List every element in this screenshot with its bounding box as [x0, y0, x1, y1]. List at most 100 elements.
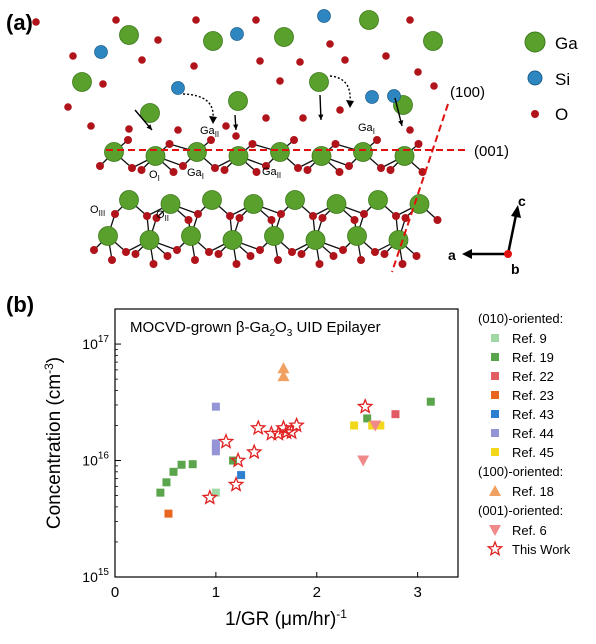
panel-a-legend: Ga Si O — [524, 31, 578, 124]
legend-marker — [486, 540, 504, 557]
site-label-ga-i-b: GaI — [187, 167, 204, 181]
legend-marker — [491, 410, 499, 418]
panel-b-legend: (010)-oriented: Ref. 9 Ref. 19 Ref. 22 Ref. … — [478, 311, 571, 557]
data-point — [164, 509, 173, 518]
data-point — [245, 443, 263, 460]
legend-marker — [491, 372, 499, 380]
panel-a-crystal-structure: (a) GaII GaI GaI GaII OI OIII OII (100) … — [6, 9, 578, 277]
data-point — [277, 370, 290, 382]
data-point — [229, 451, 247, 468]
data-point — [156, 488, 165, 497]
site-label-ga-i-a: GaI — [358, 122, 375, 136]
site-label-o-ii: OII — [156, 209, 169, 223]
legend-si-marker — [527, 70, 543, 86]
x-axis-label: 1/GR (μm/hr)-1 — [225, 607, 347, 630]
data-point — [177, 460, 186, 469]
site-label-ga-ii-a: GaII — [200, 125, 219, 139]
data-point — [275, 419, 292, 436]
chart-title: MOCVD-grown β-Ga2O3 UID Epilayer — [130, 319, 381, 339]
legend-group-header: (100)-oriented: — [478, 464, 563, 479]
axis-a-arrowhead — [462, 249, 472, 259]
legend-si-label: Si — [555, 70, 570, 89]
x-tick-label: 3 — [413, 584, 421, 601]
y-tick-label: 1015 — [82, 567, 109, 585]
data-point — [356, 397, 374, 414]
site-label-ga-ii-b: GaII — [262, 166, 281, 180]
data-point — [211, 443, 220, 452]
legend-ga-label: Ga — [555, 34, 578, 53]
legend-entry-label: Ref. 9 — [512, 331, 547, 346]
legend-marker — [491, 334, 499, 342]
x-axis-ticks: 0 1 2 3 — [111, 572, 422, 601]
legend-entry-label: Ref. 18 — [512, 484, 554, 499]
legend-entry-label: Ref. 44 — [512, 426, 554, 441]
y-axis-ticks: 1015 1016 1017 — [82, 308, 121, 585]
legend-marker — [491, 448, 499, 456]
x-tick-label: 1 — [212, 584, 220, 601]
legend-entry-label: Ref. 6 — [512, 523, 547, 538]
crystal-axes: a b c — [448, 193, 526, 277]
data-point — [262, 424, 280, 441]
plot-frame — [114, 308, 459, 578]
site-label-o-i: OI — [149, 169, 160, 183]
legend-marker — [491, 429, 499, 437]
data-point — [249, 419, 267, 436]
legend-group-header: (010)-oriented: — [478, 311, 563, 326]
data-point — [169, 467, 178, 476]
legend-o-label: O — [555, 105, 568, 124]
data-point — [201, 488, 219, 505]
adsorption-arrows — [134, 75, 404, 131]
data-point — [211, 447, 220, 456]
axis-b-dot — [504, 250, 512, 258]
legend-entry-label: Ref. 45 — [512, 445, 554, 460]
data-point — [278, 423, 295, 440]
x-tick-label: 2 — [313, 584, 321, 601]
axis-c-label: c — [518, 193, 526, 209]
data-point — [237, 471, 246, 480]
legend-marker — [489, 485, 501, 496]
data-point — [211, 402, 220, 411]
data-point — [227, 475, 245, 492]
data-points — [156, 362, 435, 518]
plane-100-label: (100) — [450, 84, 485, 101]
legend-marker — [489, 525, 501, 536]
data-point — [162, 478, 171, 487]
plane-100-line — [391, 103, 449, 273]
axis-a-label: a — [448, 247, 456, 263]
data-point — [277, 362, 290, 374]
legend-ga-marker — [524, 31, 546, 53]
y-tick-label: 1017 — [82, 334, 109, 352]
legend-entry-label: This Work — [512, 542, 571, 557]
data-point — [426, 397, 435, 406]
data-point — [357, 455, 370, 467]
plane-001-label: (001) — [474, 143, 509, 160]
data-point — [376, 421, 385, 430]
y-tick-label: 1016 — [82, 451, 109, 469]
legend-marker — [491, 353, 499, 361]
panel-b-label: (b) — [6, 292, 34, 317]
y-axis-label: Concentration (cm-3) — [42, 357, 65, 529]
site-label-o-iii: OIII — [90, 204, 105, 218]
data-point — [350, 421, 359, 430]
axis-b-label: b — [511, 261, 520, 277]
data-point — [369, 420, 382, 432]
legend-group-header: (001)-oriented: — [478, 503, 563, 518]
x-tick-label: 0 — [111, 584, 119, 601]
data-point — [363, 414, 372, 423]
data-point — [217, 432, 235, 449]
data-point — [188, 460, 197, 469]
legend-entry-label: Ref. 43 — [512, 407, 554, 422]
legend-entry-label: Ref. 23 — [512, 388, 554, 403]
legend-entry-label: Ref. 22 — [512, 369, 554, 384]
data-point — [288, 416, 305, 433]
crystal-lattice — [90, 136, 442, 268]
legend-marker — [491, 391, 499, 399]
panel-a-label: (a) — [6, 10, 33, 35]
panel-b-chart: (b) MOCVD-grown β-Ga2O3 UID Epilayer 0 1 2… — [6, 292, 571, 630]
axis-c-arrowhead — [511, 205, 521, 218]
legend-entry-label: Ref. 19 — [512, 350, 554, 365]
axis-c-arrow — [506, 214, 518, 255]
data-point — [283, 423, 300, 440]
surface-atoms — [32, 9, 443, 140]
